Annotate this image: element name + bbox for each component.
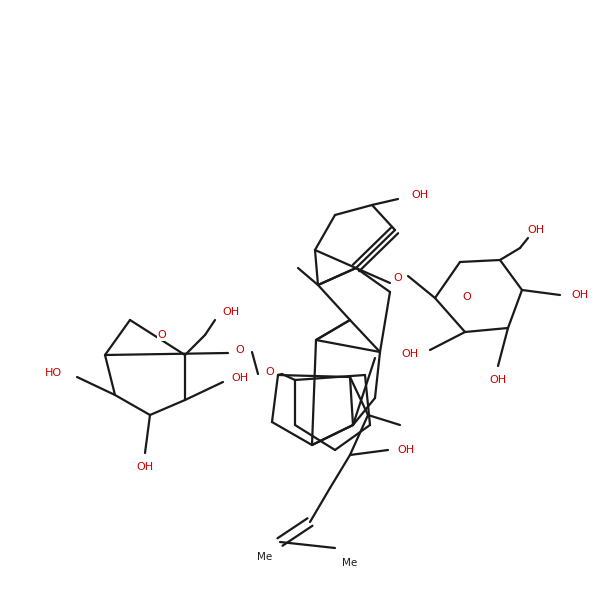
Text: OH: OH [412,190,428,200]
Text: HO: HO [44,368,62,378]
Text: OH: OH [401,349,419,359]
Text: Me: Me [343,558,358,568]
Text: OH: OH [527,225,545,235]
Text: OH: OH [571,290,589,300]
Text: Me: Me [257,552,272,562]
Text: O: O [394,273,403,283]
Text: O: O [266,367,274,377]
Text: O: O [158,330,166,340]
Text: O: O [463,292,472,302]
Text: OH: OH [232,373,248,383]
Text: OH: OH [223,307,239,317]
Text: OH: OH [136,462,154,472]
Text: O: O [236,345,244,355]
Text: OH: OH [397,445,415,455]
Text: OH: OH [490,375,506,385]
